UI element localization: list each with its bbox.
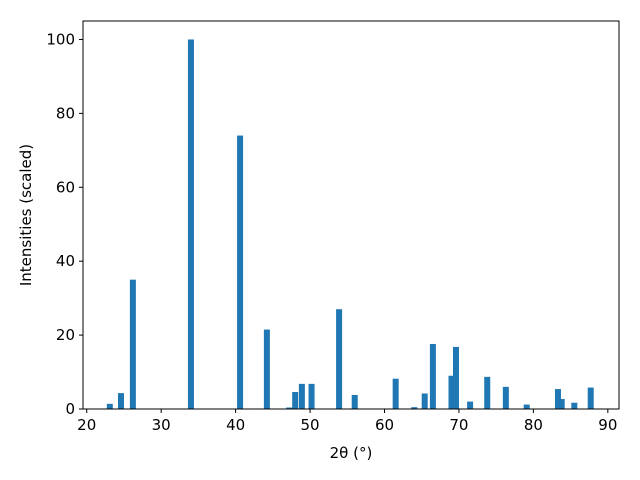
y-tick-label: 20 (56, 326, 75, 344)
bar (571, 402, 578, 409)
bar (308, 383, 315, 409)
bar (117, 393, 124, 409)
plot-frame (82, 20, 620, 410)
bar (554, 389, 561, 409)
bar (286, 407, 293, 409)
x-tick-label: 50 (301, 416, 320, 434)
y-axis-label: Intensities (scaled) (17, 144, 35, 286)
bar (502, 386, 509, 409)
x-tick-label: 90 (598, 416, 617, 434)
x-tick-label: 30 (152, 416, 171, 434)
bar (292, 392, 299, 409)
bar (129, 279, 136, 409)
x-tick-label: 40 (226, 416, 245, 434)
y-tick-label: 40 (56, 252, 75, 270)
x-axis-label: 2θ (°) (330, 444, 373, 462)
y-tick-label: 80 (56, 104, 75, 122)
y-tick-label: 60 (56, 178, 75, 196)
bar (421, 393, 428, 409)
x-tick-label: 20 (77, 416, 96, 434)
x-tick-label: 70 (449, 416, 468, 434)
y-tick-label: 100 (46, 30, 75, 48)
bar (523, 404, 530, 409)
x-tick-label: 80 (524, 416, 543, 434)
bar (336, 309, 343, 409)
bar (558, 399, 565, 409)
y-tick-label: 0 (65, 400, 75, 418)
bar (587, 387, 594, 409)
bar (263, 329, 270, 409)
x-tick-label: 60 (375, 416, 394, 434)
bar (448, 375, 455, 409)
bar (411, 407, 418, 409)
bar (106, 403, 113, 409)
bar (392, 378, 399, 409)
bar (298, 383, 305, 409)
bar (467, 401, 474, 409)
bar (187, 39, 194, 409)
bar (452, 346, 459, 409)
bar (351, 394, 358, 409)
bar (429, 343, 436, 409)
bar (484, 376, 491, 409)
bar (237, 135, 244, 410)
